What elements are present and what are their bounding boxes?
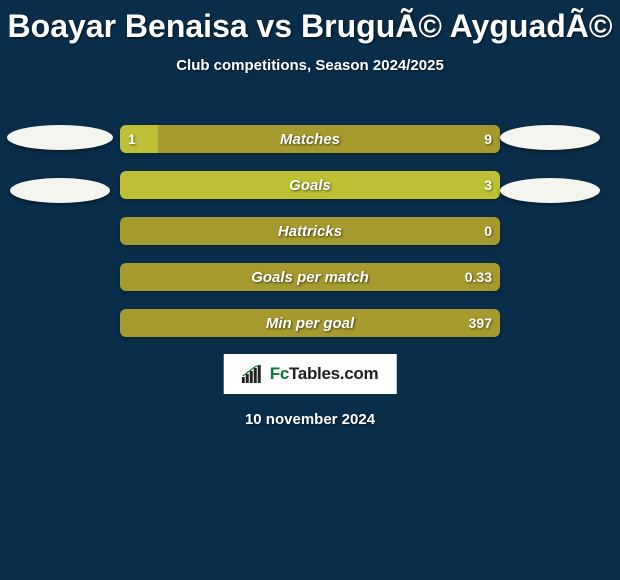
left-player-ellipse [7, 125, 113, 150]
stat-label: Hattricks [120, 223, 500, 240]
page-title: Boayar Benaisa vs BruguÃ© AyguadÃ© [0, 0, 620, 45]
stat-bar: Goals3 [120, 171, 500, 199]
stat-label: Min per goal [120, 315, 500, 332]
date-text: 10 november 2024 [0, 411, 620, 428]
stat-value-right: 9 [484, 131, 492, 147]
right-player-ellipse [500, 125, 600, 150]
comparison-widget: Boayar Benaisa vs BruguÃ© AyguadÃ© Club … [0, 0, 620, 580]
stat-label: Matches [120, 131, 500, 148]
subtitle: Club competitions, Season 2024/2025 [0, 57, 620, 74]
right-player-ellipse [500, 178, 600, 203]
stat-value-right: 3 [484, 177, 492, 193]
stat-row: Goals per match0.33 [0, 263, 620, 291]
stat-value-right: 397 [469, 315, 492, 331]
bar-chart-icon [242, 365, 264, 383]
stat-value-left: 1 [128, 131, 136, 147]
stat-bar: 1Matches9 [120, 125, 500, 153]
fctables-logo[interactable]: FcTables.com [224, 354, 397, 394]
stat-row: Min per goal397 [0, 309, 620, 337]
stat-label: Goals [120, 177, 500, 194]
logo-text: FcTables.com [270, 364, 379, 384]
stat-bar: Goals per match0.33 [120, 263, 500, 291]
stat-bar: Hattricks0 [120, 217, 500, 245]
left-player-ellipse [10, 178, 110, 203]
stat-value-right: 0.33 [465, 269, 492, 285]
stat-value-right: 0 [484, 223, 492, 239]
stat-bar: Min per goal397 [120, 309, 500, 337]
stat-label: Goals per match [120, 269, 500, 286]
stat-row: Hattricks0 [0, 217, 620, 245]
